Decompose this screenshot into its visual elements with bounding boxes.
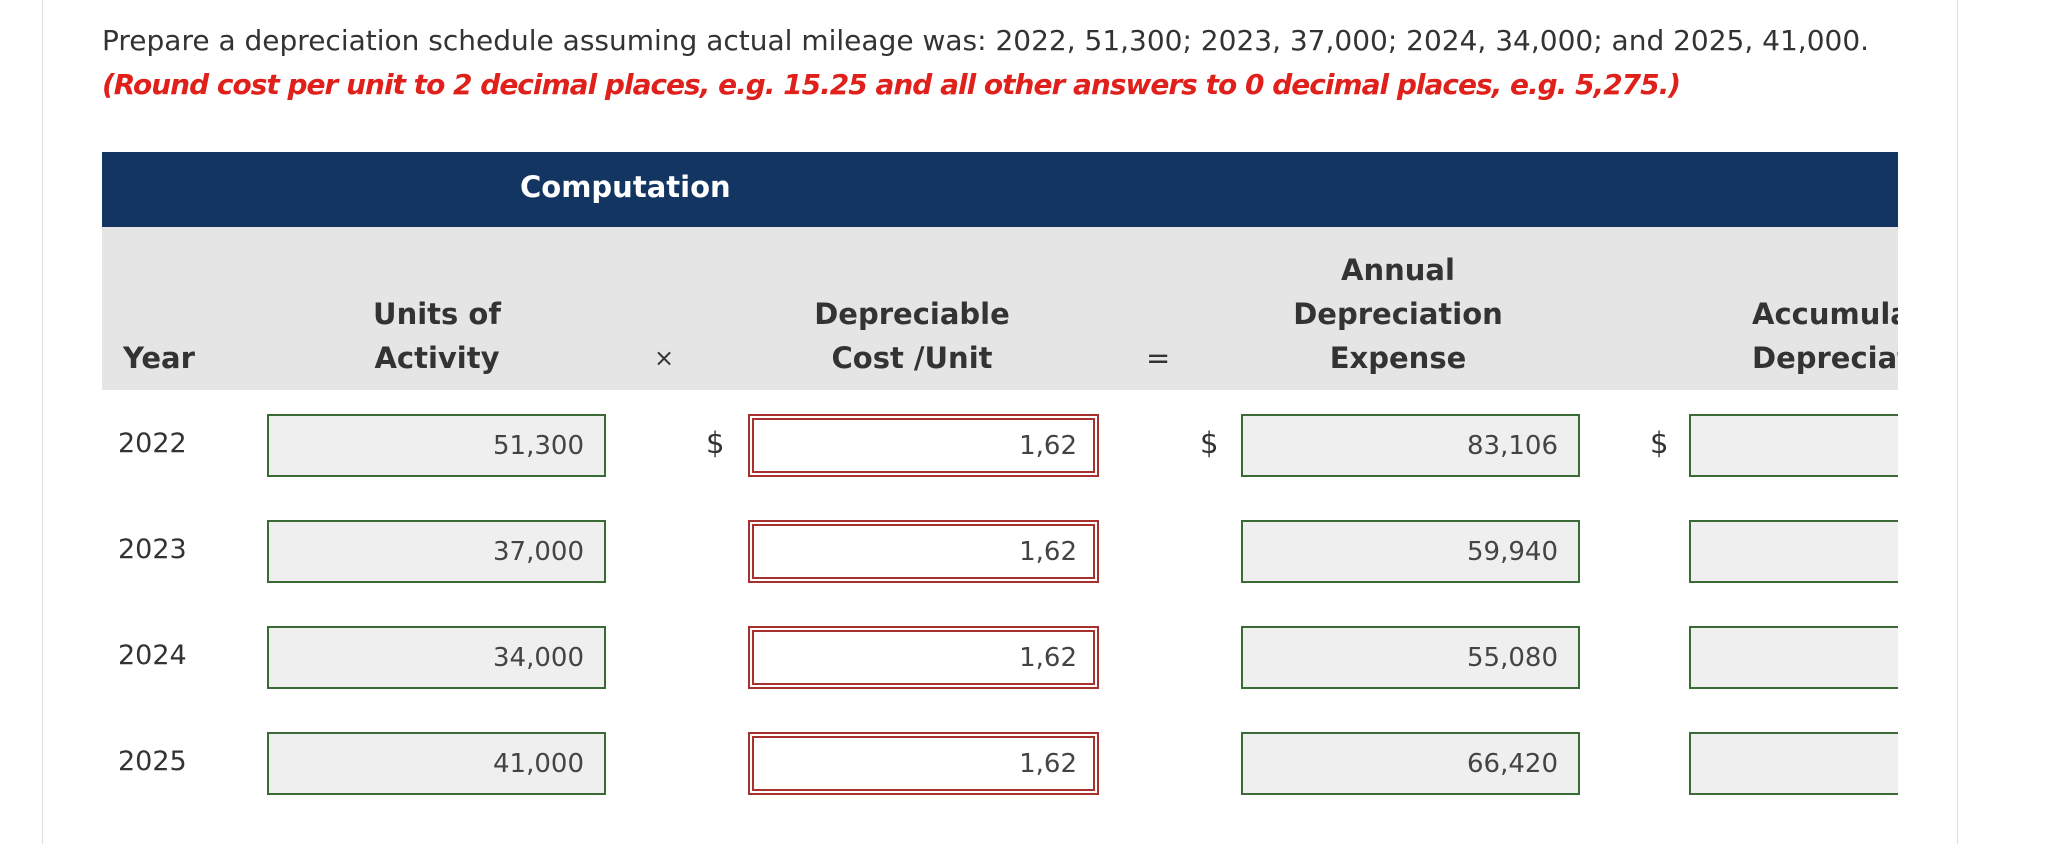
header-band — [102, 152, 1898, 227]
header-line: Depreciation — [1752, 341, 1898, 375]
cost-input[interactable]: 1,62 — [748, 626, 1099, 689]
units-input[interactable]: 37,000 — [267, 520, 606, 583]
expense-input[interactable]: 55,080 — [1241, 626, 1580, 689]
header-line: Activity — [374, 341, 500, 375]
accumulated-input[interactable] — [1689, 626, 1909, 689]
year: 2022 — [118, 428, 187, 459]
year: 2025 — [118, 746, 187, 777]
column-header: Year — [123, 336, 195, 380]
column-header-row: Year Units of Activity Depreciable Cost /Uni… — [102, 227, 1898, 390]
header-line: Units of — [373, 297, 501, 331]
cost-input[interactable]: 1,62 — [748, 520, 1099, 583]
expense-input[interactable]: 66,420 — [1241, 732, 1580, 795]
header-line: Expense — [1329, 341, 1467, 375]
column-header: Units of Activity — [322, 292, 552, 380]
operator: = — [1146, 341, 1171, 375]
column-header: Annual Depreciation Expense — [1278, 248, 1518, 380]
units-input[interactable]: 51,300 — [267, 414, 606, 477]
header-line: Depreciation — [1293, 297, 1503, 331]
instruction: (Round cost per unit to 2 decimal places… — [102, 68, 1681, 101]
operator: × — [654, 344, 675, 372]
header-line: Annual — [1341, 253, 1455, 287]
column-header: Depreciable Cost /Unit — [802, 292, 1022, 380]
group-header: Computation — [520, 170, 731, 204]
year: 2023 — [118, 534, 187, 565]
header-line: Accumulated — [1752, 297, 1898, 331]
expense-input[interactable]: 59,940 — [1241, 520, 1580, 583]
accumulated-input[interactable] — [1689, 414, 1909, 477]
clip-mask — [1898, 400, 1957, 844]
question: Prepare a depreciation schedule assuming… — [102, 24, 1870, 57]
header-line: Depreciable — [814, 297, 1010, 331]
units-input[interactable]: 34,000 — [267, 626, 606, 689]
cost-input[interactable]: 1,62 — [748, 414, 1099, 477]
expense-input[interactable]: 83,106 — [1241, 414, 1580, 477]
currency-symbol: $ — [1200, 426, 1219, 460]
accumulated-input[interactable] — [1689, 732, 1909, 795]
currency-symbol: $ — [706, 426, 725, 460]
header-line: Year — [123, 341, 195, 375]
accumulated-input[interactable] — [1689, 520, 1909, 583]
units-input[interactable]: 41,000 — [267, 732, 606, 795]
year: 2024 — [118, 640, 187, 671]
header-line: Cost /Unit — [831, 341, 993, 375]
cost-input[interactable]: 1,62 — [748, 732, 1099, 795]
currency-symbol: $ — [1650, 426, 1669, 460]
card — [42, 0, 1958, 844]
column-header: Accumulated Depreciation — [1752, 292, 1898, 380]
